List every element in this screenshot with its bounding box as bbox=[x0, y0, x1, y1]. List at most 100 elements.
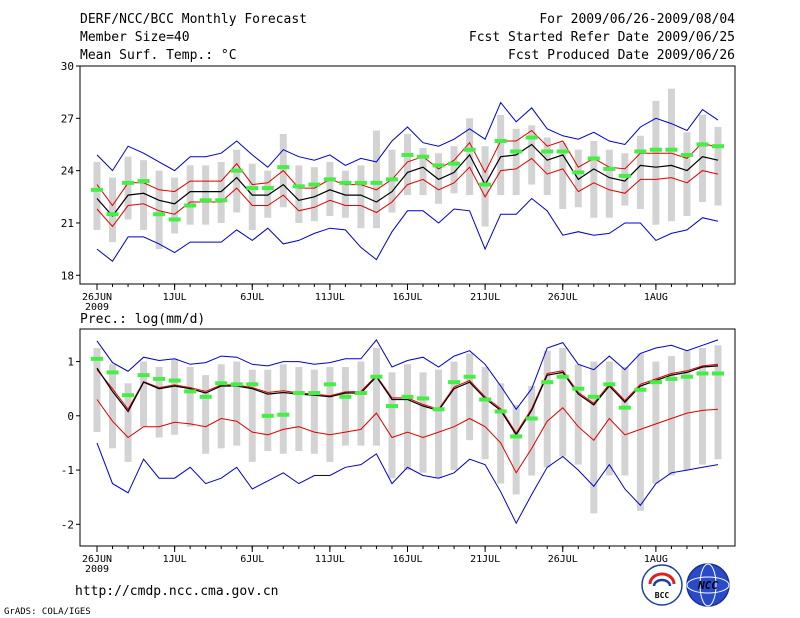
member-range-bar bbox=[497, 383, 505, 484]
member-range-bar bbox=[419, 147, 427, 196]
member-range-bar bbox=[636, 135, 644, 210]
member-range-bar bbox=[404, 364, 411, 471]
member-range-bar bbox=[124, 156, 132, 220]
member-range-bar bbox=[372, 130, 380, 229]
source-url: http://cmdp.ncc.cma.gov.cn bbox=[75, 584, 279, 599]
observed-marker bbox=[587, 394, 600, 399]
panel-1-title: Mean Surf. Temp.: °C bbox=[80, 48, 237, 63]
observed-marker bbox=[417, 396, 430, 401]
ncc-logo: NCC bbox=[686, 563, 730, 607]
observed-marker bbox=[463, 374, 476, 379]
member-range-bar bbox=[248, 163, 256, 230]
member-range-bar bbox=[450, 361, 458, 471]
observed-marker bbox=[292, 184, 305, 189]
member-range-bar bbox=[466, 118, 474, 196]
x-year-label: 2009 bbox=[85, 564, 109, 575]
y-tick-label: 30 bbox=[61, 60, 74, 73]
observed-marker bbox=[91, 356, 103, 361]
produced-date: Fcst Produced Date 2009/06/26 bbox=[508, 48, 735, 63]
observed-marker bbox=[587, 156, 600, 161]
observed-marker bbox=[168, 378, 181, 383]
member-range-bar bbox=[140, 160, 148, 230]
x-tick-label: 26JUL bbox=[548, 554, 578, 565]
observed-marker bbox=[665, 376, 678, 381]
member-range-bar bbox=[683, 132, 691, 216]
member-range-bar bbox=[590, 361, 598, 514]
member-range-bar bbox=[435, 153, 443, 204]
member-range-bar bbox=[435, 369, 443, 479]
observed-marker bbox=[106, 212, 119, 217]
member-range-bar bbox=[528, 125, 536, 185]
observed-marker bbox=[261, 186, 274, 191]
observed-marker bbox=[323, 382, 336, 387]
x-tick-label: 11JUL bbox=[315, 292, 345, 303]
observed-marker bbox=[230, 382, 243, 387]
observed-marker bbox=[122, 180, 135, 185]
observed-marker bbox=[339, 394, 352, 399]
member-range-bar bbox=[714, 345, 722, 460]
grads-credit: GrADS: COLA/IGES bbox=[4, 607, 91, 617]
observed-marker bbox=[494, 409, 507, 414]
x-tick-label: 6JUL bbox=[240, 292, 264, 303]
observed-marker bbox=[510, 434, 523, 439]
member-range-bar bbox=[233, 149, 241, 213]
observed-marker bbox=[215, 381, 228, 386]
x-tick-label: 26JUN bbox=[82, 292, 112, 303]
panel-2-title: Prec.: log(mm/d) bbox=[80, 312, 205, 327]
observed-marker bbox=[401, 152, 414, 157]
observed-marker bbox=[354, 180, 367, 185]
member-range-bar bbox=[124, 383, 132, 462]
chart-title: DERF/NCC/BCC Monthly Forecast bbox=[80, 12, 307, 27]
member-range-bar bbox=[372, 347, 380, 446]
bcc-logo-text: BCC bbox=[655, 591, 670, 600]
x-tick-label: 26JUN bbox=[82, 554, 112, 565]
observed-marker bbox=[525, 135, 538, 140]
observed-marker bbox=[618, 173, 631, 178]
observed-marker bbox=[308, 391, 321, 396]
member-range-bar bbox=[404, 134, 411, 196]
member-range-bar bbox=[357, 361, 365, 446]
observed-marker bbox=[448, 380, 461, 385]
x-year-label: 2009 bbox=[85, 302, 109, 313]
observed-marker bbox=[277, 412, 290, 417]
member-range-bar bbox=[264, 170, 272, 218]
observed-marker bbox=[168, 217, 181, 222]
observed-marker bbox=[385, 404, 398, 409]
x-tick-label: 11JUL bbox=[315, 554, 345, 565]
member-range-bar bbox=[109, 177, 117, 243]
member-range-bar bbox=[171, 358, 179, 435]
y-tick-label: 27 bbox=[61, 112, 74, 125]
member-range-bar bbox=[264, 369, 272, 452]
observed-marker bbox=[680, 152, 693, 157]
member-range-bar bbox=[621, 366, 629, 476]
member-range-bar bbox=[590, 140, 598, 218]
observed-marker bbox=[618, 405, 631, 410]
observed-marker bbox=[261, 413, 274, 418]
member-range-bar bbox=[109, 364, 117, 449]
member-range-bar bbox=[295, 366, 303, 452]
observed-marker bbox=[153, 212, 166, 217]
member-range-bar bbox=[217, 161, 225, 223]
member-range-bar bbox=[171, 177, 179, 234]
member-range-bar bbox=[636, 353, 644, 511]
member-range-bar bbox=[621, 153, 629, 206]
observed-marker bbox=[603, 382, 616, 387]
observed-marker bbox=[339, 180, 352, 185]
observed-marker bbox=[649, 147, 662, 152]
precipitation-panel: -2 -1 0 1 26JUN 1JUL 6JUL 11JUL 16JUL 21JUL 26JUL 1… bbox=[61, 328, 736, 575]
observed-marker bbox=[603, 166, 616, 171]
y-tick-label: 21 bbox=[61, 217, 74, 230]
member-range-bar bbox=[652, 100, 660, 225]
observed-marker bbox=[385, 177, 398, 182]
observed-marker bbox=[649, 380, 662, 385]
x-tick-label: 1AUG bbox=[644, 292, 668, 303]
x-tick-label: 26JUL bbox=[548, 292, 578, 303]
observed-marker bbox=[680, 374, 693, 379]
member-range-bar bbox=[652, 361, 660, 484]
min-line bbox=[96, 197, 719, 263]
observed-marker bbox=[432, 407, 445, 412]
observed-marker bbox=[541, 149, 554, 154]
observed-marker bbox=[137, 373, 150, 378]
observed-marker bbox=[199, 198, 212, 203]
